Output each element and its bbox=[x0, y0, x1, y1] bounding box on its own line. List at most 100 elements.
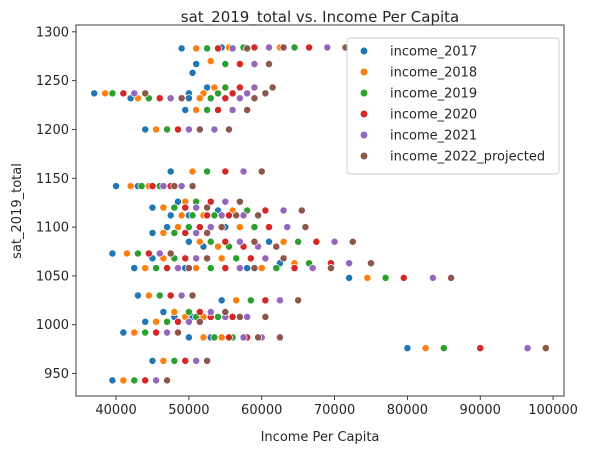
data-point bbox=[294, 237, 303, 246]
data-point bbox=[221, 60, 230, 69]
legend-marker bbox=[359, 151, 369, 161]
data-point bbox=[239, 211, 248, 220]
data-point bbox=[232, 296, 241, 305]
y-axis: 950 1000 1050 1100 1150 1200 1250 1300 bbox=[36, 25, 76, 382]
data-point bbox=[257, 167, 266, 176]
data-point bbox=[217, 211, 226, 220]
data-point bbox=[210, 333, 219, 342]
data-point bbox=[239, 167, 248, 176]
data-point bbox=[195, 223, 204, 232]
data-point bbox=[345, 259, 354, 268]
data-point bbox=[108, 249, 117, 258]
data-point bbox=[447, 273, 456, 282]
data-point bbox=[290, 43, 299, 52]
data-point bbox=[272, 264, 281, 273]
legend-label: income_2017 bbox=[390, 45, 477, 60]
data-point bbox=[141, 89, 150, 98]
data-point bbox=[174, 125, 182, 134]
data-point bbox=[181, 356, 190, 365]
data-point bbox=[279, 237, 288, 246]
data-point bbox=[163, 125, 171, 134]
data-point bbox=[130, 376, 139, 385]
data-point bbox=[192, 356, 201, 365]
data-point bbox=[148, 182, 157, 191]
y-tick-label: 1100 bbox=[36, 221, 69, 236]
data-point bbox=[148, 203, 157, 212]
x-tick-label: 50000 bbox=[168, 403, 209, 418]
legend-label: income_2019 bbox=[390, 87, 477, 102]
data-point bbox=[283, 223, 292, 232]
data-point bbox=[163, 317, 171, 326]
data-point bbox=[123, 249, 131, 258]
data-point bbox=[243, 264, 252, 273]
data-point bbox=[184, 333, 193, 342]
data-point bbox=[221, 308, 230, 316]
data-point bbox=[177, 182, 186, 191]
data-point bbox=[181, 203, 190, 212]
data-point bbox=[192, 254, 201, 263]
data-point bbox=[144, 291, 153, 300]
data-point bbox=[221, 237, 230, 246]
y-tick-label: 950 bbox=[44, 367, 69, 382]
x-tick-label: 90000 bbox=[460, 403, 501, 418]
data-point bbox=[261, 312, 270, 321]
data-point bbox=[199, 333, 208, 342]
data-point bbox=[203, 203, 212, 212]
x-axis: 40000 50000 60000 70000 80000 90000 100000 bbox=[95, 396, 578, 418]
legend-label: income_2022_projected bbox=[390, 150, 545, 165]
data-point bbox=[144, 249, 153, 258]
legend-label: income_2018 bbox=[390, 66, 477, 81]
data-point bbox=[225, 333, 233, 342]
data-point bbox=[159, 356, 168, 365]
data-point bbox=[476, 344, 485, 353]
data-point bbox=[130, 89, 139, 98]
data-point bbox=[250, 94, 259, 103]
data-point bbox=[203, 44, 212, 53]
data-point bbox=[246, 254, 255, 263]
data-point bbox=[399, 273, 408, 282]
data-point bbox=[235, 60, 244, 69]
data-point bbox=[235, 237, 244, 246]
data-point bbox=[210, 211, 219, 220]
data-point bbox=[232, 211, 241, 220]
data-point bbox=[290, 264, 299, 273]
data-point bbox=[265, 60, 273, 69]
data-point bbox=[130, 328, 139, 337]
legend-marker bbox=[359, 67, 369, 77]
data-point bbox=[133, 291, 142, 300]
data-point bbox=[275, 296, 284, 305]
data-point bbox=[174, 317, 182, 326]
data-point bbox=[133, 249, 142, 258]
data-point bbox=[330, 237, 339, 246]
y-tick-label: 1200 bbox=[36, 123, 69, 138]
data-point bbox=[206, 197, 215, 206]
data-point bbox=[174, 223, 182, 232]
x-tick-label: 80000 bbox=[387, 403, 428, 418]
data-point bbox=[254, 211, 263, 220]
data-point bbox=[228, 44, 237, 53]
data-point bbox=[203, 167, 212, 176]
data-point bbox=[188, 167, 197, 176]
data-point bbox=[214, 44, 222, 53]
data-point bbox=[181, 229, 190, 237]
legend-label: income_2020 bbox=[390, 108, 477, 123]
data-point bbox=[181, 105, 190, 114]
data-point bbox=[112, 182, 121, 191]
data-point bbox=[323, 43, 332, 52]
data-point bbox=[203, 105, 212, 114]
data-point bbox=[217, 333, 226, 342]
data-point bbox=[214, 242, 222, 251]
data-point bbox=[159, 229, 168, 237]
chart-title: sat_2019_total vs. Income Per Capita bbox=[181, 8, 459, 27]
data-point bbox=[250, 264, 259, 273]
data-point bbox=[206, 223, 215, 232]
data-point bbox=[170, 182, 179, 191]
data-point bbox=[141, 125, 150, 134]
y-tick-label: 1150 bbox=[36, 172, 69, 187]
data-point bbox=[152, 264, 161, 273]
data-point bbox=[159, 308, 168, 316]
data-point bbox=[188, 211, 197, 220]
data-point bbox=[217, 223, 226, 232]
data-point bbox=[192, 229, 201, 237]
data-point bbox=[203, 254, 212, 263]
